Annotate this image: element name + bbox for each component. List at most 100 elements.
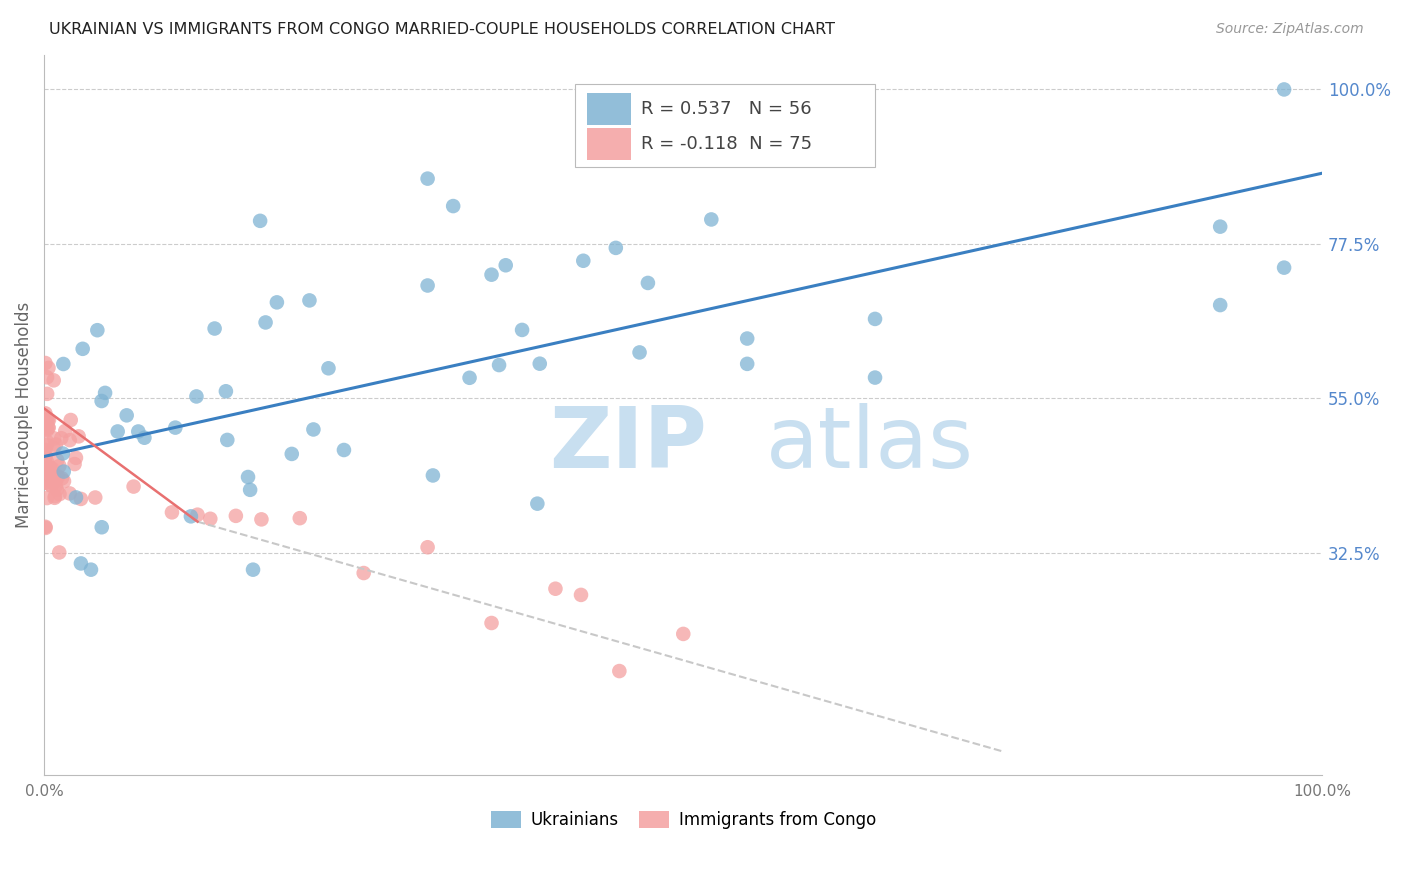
Point xyxy=(41,462,63,476)
Text: UKRAINIAN VS IMMIGRANTS FROM CONGO MARRIED-COUPLE HOUSEHOLDS CORRELATION CHART: UKRAINIAN VS IMMIGRANTS FROM CONGO MARRI… xyxy=(49,22,835,37)
Point xyxy=(34,422,56,436)
Point xyxy=(59,413,82,427)
Point xyxy=(281,447,304,461)
Point xyxy=(35,370,58,384)
Point xyxy=(35,412,58,426)
Point xyxy=(458,371,481,385)
Point xyxy=(609,664,631,678)
Point xyxy=(416,171,439,186)
Point xyxy=(217,433,239,447)
Point xyxy=(249,214,271,228)
Point xyxy=(488,358,510,372)
Point xyxy=(44,491,66,505)
Point xyxy=(186,508,208,522)
Text: atlas: atlas xyxy=(766,402,974,485)
Point xyxy=(318,361,340,376)
Point xyxy=(35,491,58,505)
Point xyxy=(134,431,156,445)
Point xyxy=(544,582,567,596)
Point xyxy=(441,199,464,213)
Point xyxy=(242,563,264,577)
Point xyxy=(165,420,187,434)
Point xyxy=(302,422,325,436)
Point xyxy=(45,483,67,497)
Point xyxy=(863,312,886,326)
Point xyxy=(333,442,356,457)
Point xyxy=(34,472,56,486)
Point xyxy=(46,469,69,483)
Point xyxy=(45,479,67,493)
Point xyxy=(35,463,58,477)
Point xyxy=(298,293,321,308)
Point xyxy=(59,486,82,500)
Point xyxy=(160,505,183,519)
Point xyxy=(63,457,86,471)
Text: ZIP: ZIP xyxy=(550,402,707,485)
Text: R = 0.537   N = 56: R = 0.537 N = 56 xyxy=(641,100,811,118)
Point xyxy=(48,487,70,501)
Point xyxy=(38,421,60,435)
Point xyxy=(250,512,273,526)
Point xyxy=(53,474,76,488)
Point xyxy=(45,470,67,484)
Point xyxy=(45,437,67,451)
Point xyxy=(34,450,56,464)
Point xyxy=(34,449,56,463)
Point xyxy=(637,276,659,290)
Point xyxy=(569,588,592,602)
Point xyxy=(266,295,288,310)
Point xyxy=(35,434,58,449)
Point xyxy=(67,429,90,443)
Point xyxy=(495,258,517,272)
Point xyxy=(628,345,651,359)
Point xyxy=(672,627,695,641)
Point xyxy=(48,545,70,559)
Point xyxy=(529,357,551,371)
Point xyxy=(84,491,107,505)
Point xyxy=(94,385,117,400)
Point xyxy=(1272,82,1295,96)
Point xyxy=(53,424,76,438)
Point xyxy=(37,456,59,470)
Point xyxy=(52,465,75,479)
FancyBboxPatch shape xyxy=(588,128,631,160)
Point xyxy=(37,360,59,375)
Point xyxy=(45,474,67,488)
Point xyxy=(70,557,93,571)
Point xyxy=(422,468,444,483)
Point xyxy=(605,241,627,255)
Point xyxy=(37,414,59,428)
Point xyxy=(38,460,60,475)
Point xyxy=(44,489,66,503)
Legend: Ukrainians, Immigrants from Congo: Ukrainians, Immigrants from Congo xyxy=(484,804,883,836)
Point xyxy=(416,541,439,555)
Point xyxy=(288,511,311,525)
Point xyxy=(1272,260,1295,275)
Point xyxy=(41,475,63,490)
Point xyxy=(122,479,145,493)
Point xyxy=(735,332,758,346)
Point xyxy=(34,406,56,420)
Point xyxy=(1209,298,1232,312)
Point xyxy=(481,268,503,282)
Point xyxy=(35,420,58,434)
Point xyxy=(863,370,886,384)
Point xyxy=(51,431,73,445)
Point xyxy=(42,373,65,387)
Point xyxy=(52,446,75,460)
Point xyxy=(200,512,222,526)
Point xyxy=(38,413,60,427)
Point xyxy=(481,615,503,630)
Y-axis label: Married-couple Households: Married-couple Households xyxy=(15,302,32,528)
Point xyxy=(700,212,723,227)
Point xyxy=(51,471,73,485)
Point xyxy=(90,520,112,534)
Point xyxy=(39,477,62,491)
Point xyxy=(115,409,138,423)
Point xyxy=(48,458,70,473)
Point xyxy=(37,420,59,434)
Point xyxy=(34,520,56,534)
Point xyxy=(34,356,56,370)
Point xyxy=(37,465,59,479)
Point xyxy=(39,464,62,478)
